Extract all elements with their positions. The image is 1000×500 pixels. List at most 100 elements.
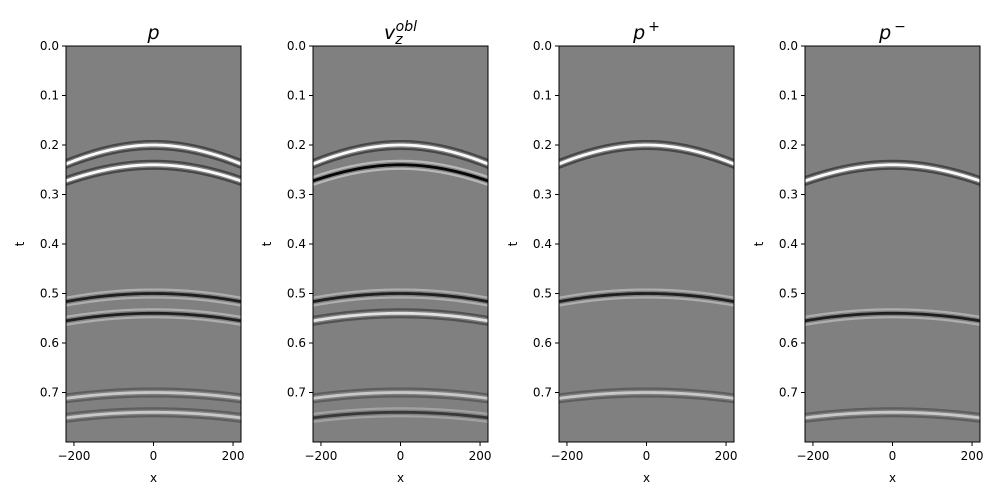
panel-title: p −: [878, 19, 906, 44]
image-background: [66, 46, 241, 442]
reflection-event: [66, 159, 241, 186]
panel-title: vzobl: [384, 19, 417, 48]
event-sidelobe: [66, 296, 241, 307]
y-tick-label: 0.4: [40, 237, 59, 251]
event-main-lobe: [805, 410, 980, 420]
y-tick-label: 0.1: [287, 89, 306, 103]
event-sidelobe: [313, 139, 488, 161]
event-sidelobe: [66, 139, 241, 161]
y-tick-label: 0.6: [779, 336, 798, 350]
y-tick-label: 0.6: [533, 336, 552, 350]
y-tick-label: 0.3: [533, 188, 552, 202]
y-tick-label: 0.6: [287, 336, 306, 350]
x-tick-label: 0: [643, 449, 651, 463]
event-sidelobe: [313, 316, 488, 326]
reflection-event: [805, 407, 980, 423]
event-sidelobe: [805, 316, 980, 326]
reflection-event: [559, 387, 734, 404]
reflection-event: [313, 139, 488, 169]
y-tick-label: 0.7: [287, 386, 306, 400]
event-main-lobe: [313, 143, 488, 166]
event-sidelobe: [805, 308, 980, 318]
event-sidelobe: [805, 159, 980, 179]
x-tick-label: 200: [469, 449, 492, 463]
event-main-lobe: [66, 143, 241, 166]
x-tick-label: 200: [715, 449, 738, 463]
y-tick-label: 0.4: [533, 237, 552, 251]
y-tick-label: 0.1: [40, 89, 59, 103]
y-tick-label: 0.5: [533, 287, 552, 301]
y-tick-label: 0.0: [40, 39, 59, 53]
event-main-lobe: [313, 163, 488, 183]
event-sidelobe: [313, 296, 488, 307]
image-background: [805, 46, 980, 442]
y-axis-label: t: [13, 241, 27, 246]
seismic-image: [66, 139, 241, 423]
reflection-event: [313, 407, 488, 423]
y-tick-label: 0.2: [779, 138, 798, 152]
reflection-event: [559, 139, 734, 169]
panel-title: p: [146, 22, 159, 44]
y-tick-label: 0.0: [533, 39, 552, 53]
event-main-lobe: [66, 391, 241, 400]
event-main-lobe: [313, 410, 488, 420]
panel-2: 0.0 0.1 0.2 0.3 0.4 0.5 0.6 0.7 −200 0 200 x t vzobl: [260, 19, 491, 485]
event-sidelobe: [313, 407, 488, 415]
seismic-image: [559, 139, 734, 404]
y-tick-label: 0.5: [40, 287, 59, 301]
event-sidelobe: [66, 147, 241, 169]
image-background: [559, 46, 734, 442]
event-sidelobe: [66, 308, 241, 318]
event-main-lobe: [559, 143, 734, 166]
event-sidelobe: [66, 167, 241, 186]
x-tick-label: −200: [57, 449, 90, 463]
event-sidelobe: [559, 139, 734, 161]
y-tick-label: 0.2: [533, 138, 552, 152]
event-sidelobe: [313, 308, 488, 318]
event-sidelobe: [313, 167, 488, 186]
event-main-lobe: [559, 391, 734, 400]
y-tick-label: 0.7: [40, 386, 59, 400]
event-sidelobe: [313, 395, 488, 404]
event-sidelobe: [559, 288, 734, 299]
panel-3: 0.0 0.1 0.2 0.3 0.4 0.5 0.6 0.7 −200 0 200 x t p +: [506, 19, 737, 485]
seismic-image: [313, 139, 488, 423]
y-tick-label: 0.2: [40, 138, 59, 152]
panel-4: 0.0 0.1 0.2 0.3 0.4 0.5 0.6 0.7 −200 0 200 x t p −: [752, 19, 983, 485]
y-tick-label: 0.6: [40, 336, 59, 350]
reflection-event: [805, 159, 980, 186]
reflection-event: [559, 288, 734, 307]
event-sidelobe: [313, 415, 488, 423]
event-main-lobe: [805, 311, 980, 323]
seismic-image: [805, 159, 980, 423]
y-tick-label: 0.2: [287, 138, 306, 152]
reflection-event: [313, 288, 488, 307]
x-axis-label: x: [889, 471, 896, 485]
event-sidelobe: [66, 387, 241, 396]
event-sidelobe: [559, 395, 734, 404]
reflection-event: [313, 159, 488, 186]
reflection-event: [66, 139, 241, 169]
event-sidelobe: [66, 395, 241, 404]
x-tick-label: −200: [796, 449, 829, 463]
event-sidelobe: [66, 159, 241, 179]
reflection-event: [66, 308, 241, 326]
event-sidelobe: [805, 407, 980, 415]
event-main-lobe: [66, 311, 241, 323]
x-axis-label: x: [150, 471, 157, 485]
event-sidelobe: [805, 167, 980, 186]
y-axis-label: t: [260, 241, 274, 246]
x-tick-label: 200: [961, 449, 984, 463]
y-tick-label: 0.3: [287, 188, 306, 202]
y-tick-label: 0.4: [287, 237, 306, 251]
x-axis-label: x: [397, 471, 404, 485]
x-tick-label: 0: [150, 449, 158, 463]
reflection-event: [66, 288, 241, 307]
event-sidelobe: [559, 147, 734, 169]
reflection-event: [805, 308, 980, 326]
y-tick-label: 0.5: [287, 287, 306, 301]
x-tick-label: 200: [222, 449, 245, 463]
event-sidelobe: [313, 147, 488, 169]
y-tick-label: 0.3: [779, 188, 798, 202]
